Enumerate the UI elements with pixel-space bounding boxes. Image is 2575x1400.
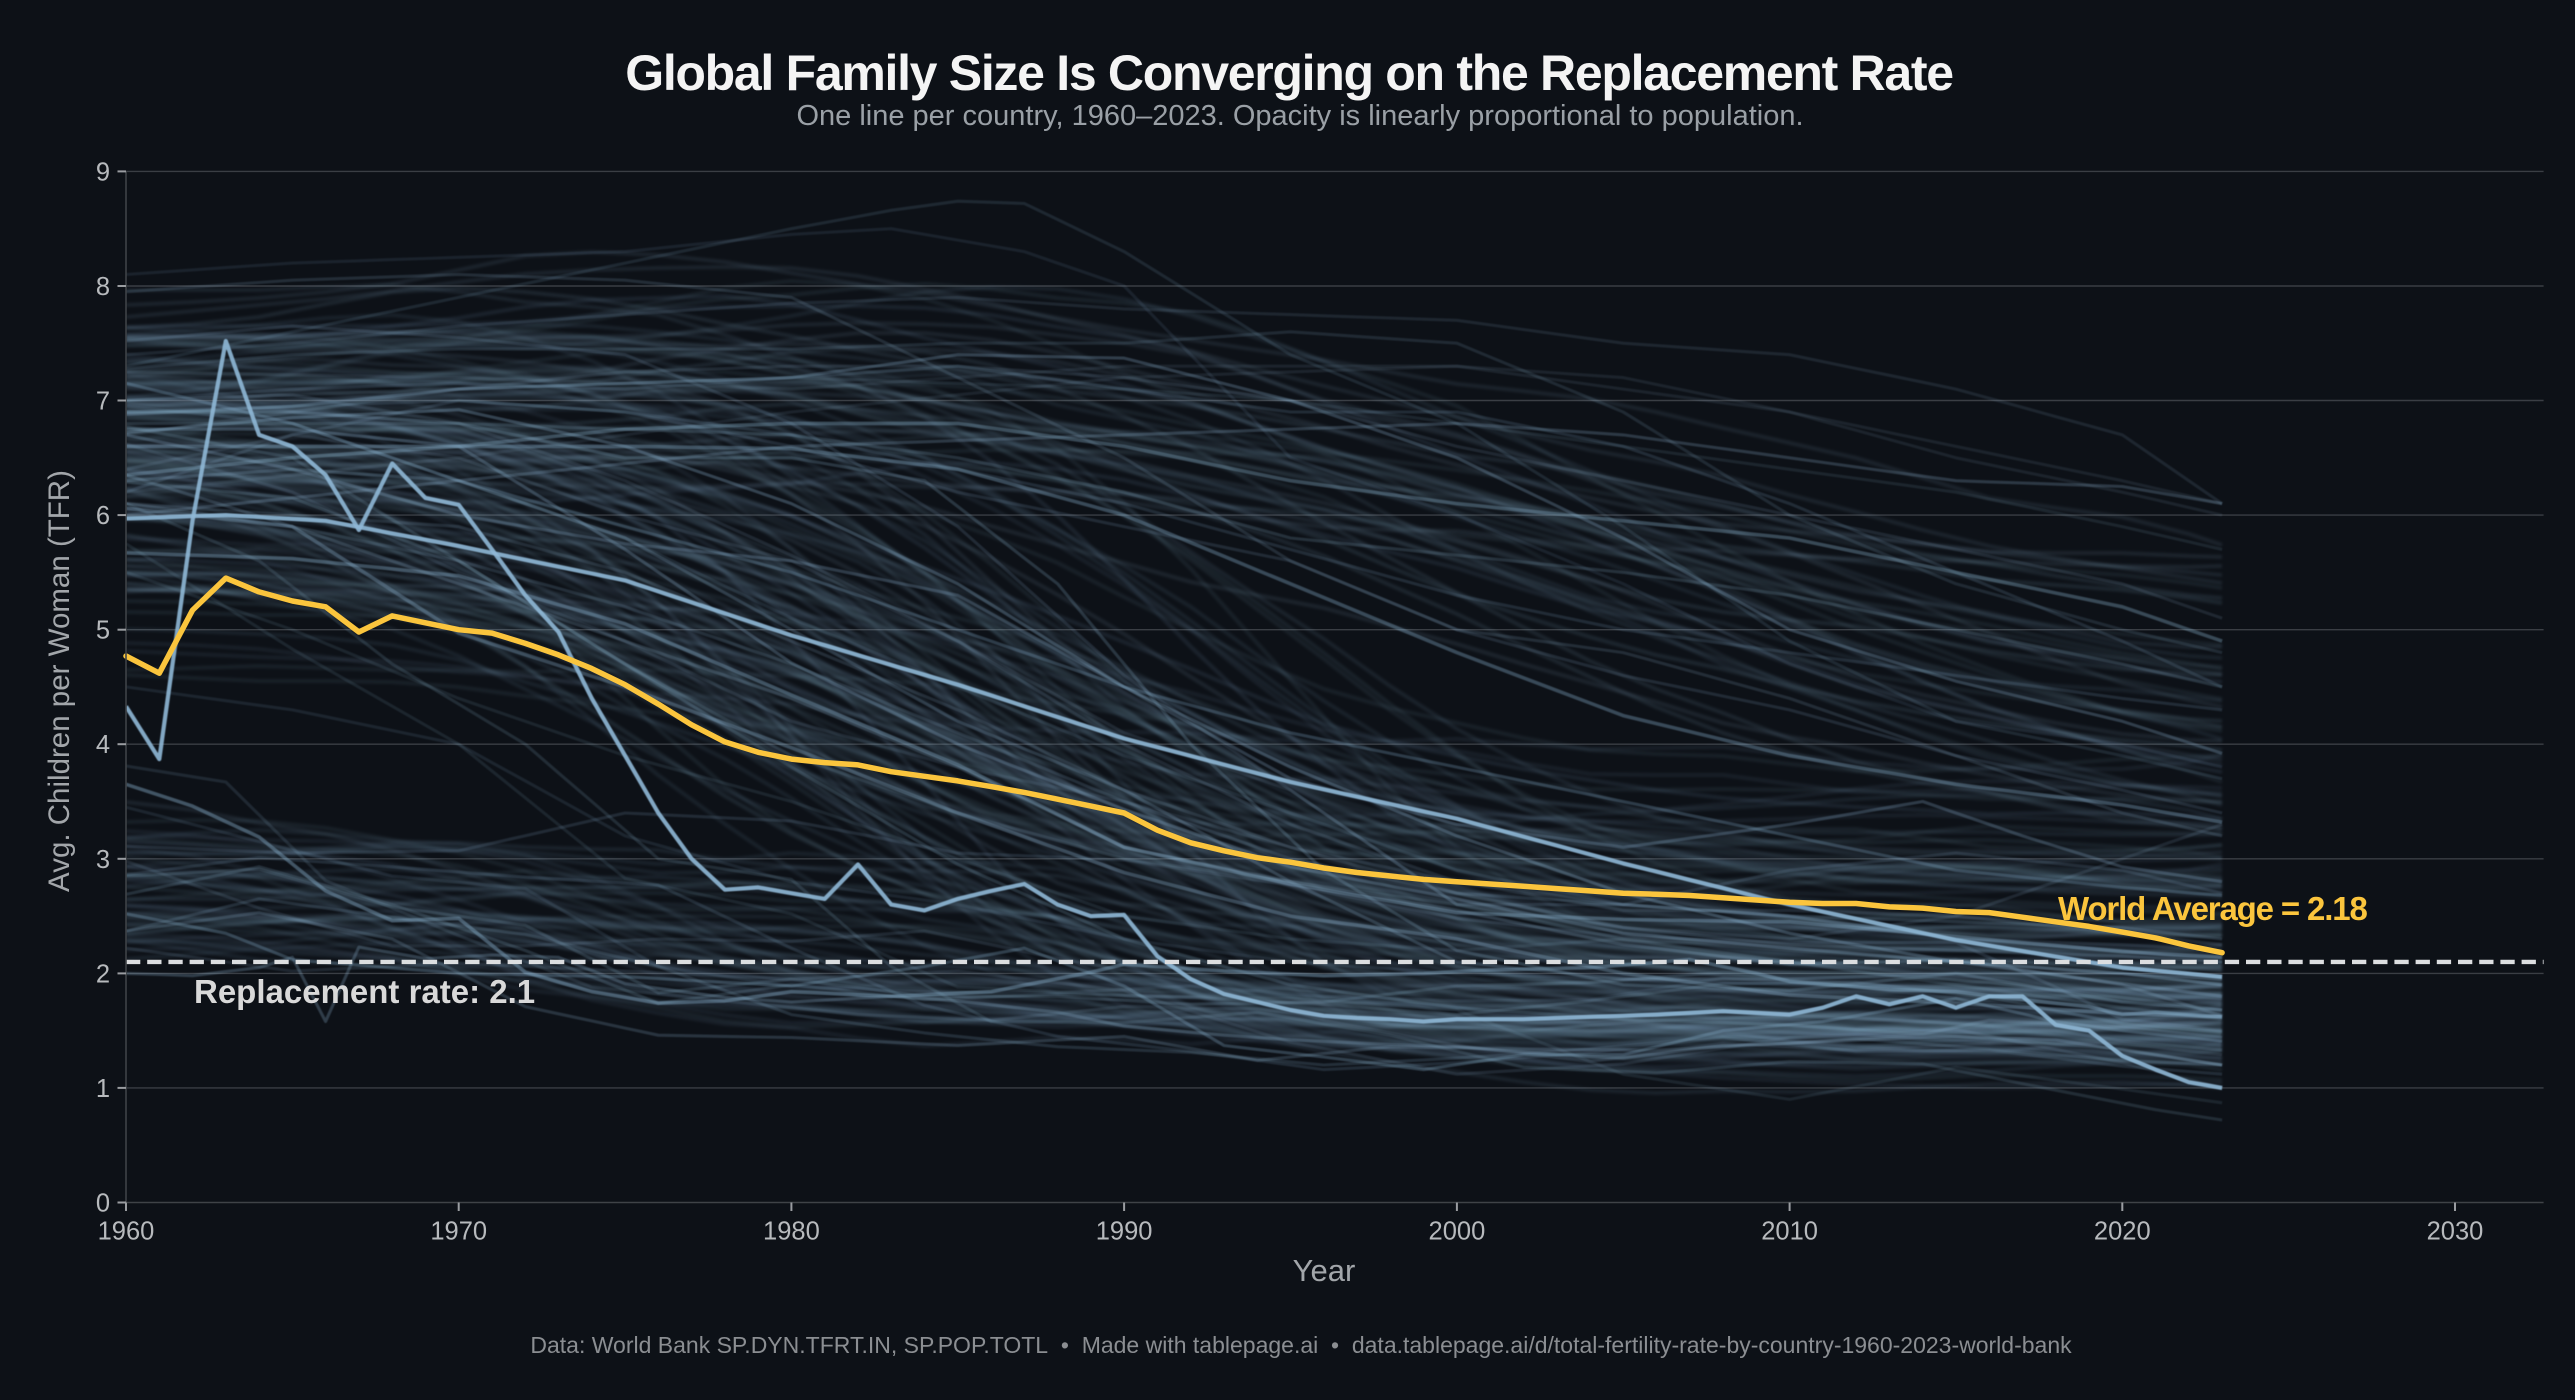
svg-text:2: 2 xyxy=(96,960,110,988)
svg-text:1970: 1970 xyxy=(430,1218,487,1246)
svg-text:Replacement rate: 2.1: Replacement rate: 2.1 xyxy=(194,973,535,1010)
svg-text:2020: 2020 xyxy=(2094,1218,2151,1246)
svg-text:3: 3 xyxy=(96,846,110,874)
svg-text:7: 7 xyxy=(96,388,110,416)
svg-text:Data: World Bank SP.DYN.TFRT.I: Data: World Bank SP.DYN.TFRT.IN, SP.POP.… xyxy=(530,1332,2072,1358)
svg-text:One line per country, 1960–202: One line per country, 1960–2023. Opacity… xyxy=(796,100,1803,132)
svg-text:9: 9 xyxy=(96,158,110,186)
svg-text:6: 6 xyxy=(96,502,110,530)
svg-text:4: 4 xyxy=(96,731,110,759)
svg-text:8: 8 xyxy=(96,273,110,301)
svg-text:Global Family Size Is Convergi: Global Family Size Is Converging on the … xyxy=(625,45,1953,101)
svg-text:1960: 1960 xyxy=(98,1218,155,1246)
svg-text:1990: 1990 xyxy=(1096,1218,1153,1246)
svg-text:5: 5 xyxy=(96,617,110,645)
svg-text:2030: 2030 xyxy=(2427,1218,2484,1246)
svg-text:World Average = 2.18: World Average = 2.18 xyxy=(2058,890,2367,927)
svg-text:0: 0 xyxy=(96,1190,110,1218)
svg-text:2010: 2010 xyxy=(1761,1218,1818,1246)
svg-text:1980: 1980 xyxy=(763,1218,820,1246)
svg-text:2000: 2000 xyxy=(1429,1218,1486,1246)
svg-text:Avg. Children per Woman (TFR): Avg. Children per Woman (TFR) xyxy=(43,470,76,892)
svg-text:Year: Year xyxy=(1293,1253,1356,1288)
svg-text:1: 1 xyxy=(96,1075,110,1103)
